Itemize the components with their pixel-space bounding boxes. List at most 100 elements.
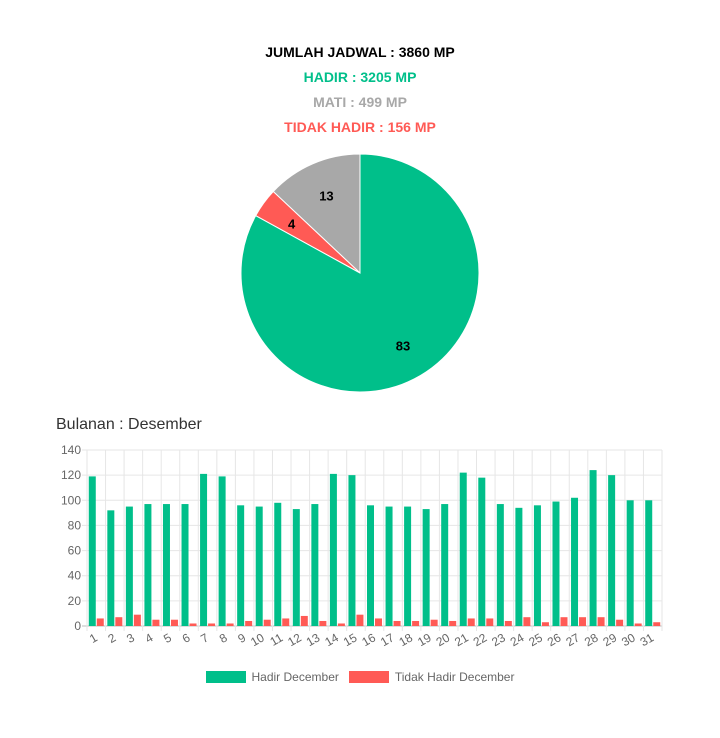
- bar-hadir[interactable]: [311, 504, 319, 626]
- x-tick-label: 3: [124, 630, 137, 646]
- bar-hadir[interactable]: [255, 506, 263, 626]
- bar-hadir[interactable]: [348, 475, 356, 626]
- bar-tidak-hadir[interactable]: [541, 622, 549, 626]
- bar-hadir[interactable]: [552, 501, 560, 626]
- x-tick-label: 30: [619, 630, 638, 649]
- bar-tidak-hadir[interactable]: [393, 620, 401, 626]
- bar-hadir[interactable]: [589, 470, 597, 626]
- y-tick-label: 40: [68, 569, 82, 583]
- bar-hadir[interactable]: [292, 509, 300, 626]
- bar-hadir[interactable]: [181, 504, 189, 626]
- x-tick-label: 4: [143, 630, 156, 646]
- attendance-pie-chart: 13 4 83: [240, 154, 480, 393]
- bar-tidak-hadir[interactable]: [226, 623, 234, 626]
- bar-tidak-hadir[interactable]: [133, 614, 141, 626]
- bar-hadir[interactable]: [626, 500, 634, 626]
- legend-label-tidak-hadir: Tidak Hadir December: [394, 670, 515, 684]
- bar-tidak-hadir[interactable]: [319, 620, 327, 626]
- x-tick-label: 27: [563, 630, 582, 649]
- bar-tidak-hadir[interactable]: [375, 618, 382, 626]
- bar-tidak-hadir[interactable]: [579, 617, 587, 626]
- bar-hadir[interactable]: [571, 497, 579, 626]
- pie-slice-label-0: 13: [319, 188, 333, 203]
- x-tick-label: 8: [217, 630, 230, 646]
- x-tick-label: 24: [508, 630, 527, 649]
- x-tick-label: 18: [397, 630, 416, 649]
- y-tick-label: 60: [68, 544, 82, 558]
- bar-tidak-hadir[interactable]: [467, 618, 475, 626]
- bar-tidak-hadir[interactable]: [504, 620, 512, 626]
- x-tick-label: 6: [180, 630, 193, 646]
- bar-hadir[interactable]: [88, 476, 96, 626]
- absent-label: TIDAK HADIR : 156 MP: [284, 119, 436, 135]
- bar-hadir[interactable]: [496, 504, 504, 626]
- bar-hadir[interactable]: [107, 510, 115, 626]
- bar-tidak-hadir[interactable]: [96, 618, 104, 626]
- bar-hadir[interactable]: [459, 472, 467, 626]
- bar-tidak-hadir[interactable]: [356, 614, 364, 626]
- x-tick-label: 11: [267, 630, 285, 649]
- bar-tidak-hadir[interactable]: [616, 619, 624, 626]
- bar-tidak-hadir[interactable]: [208, 623, 216, 626]
- x-tick-label: 1: [87, 630, 100, 646]
- bar-tidak-hadir[interactable]: [170, 619, 178, 626]
- bar-tidak-hadir[interactable]: [449, 620, 457, 626]
- bar-tidak-hadir[interactable]: [560, 617, 568, 626]
- bar-tidak-hadir[interactable]: [337, 623, 345, 626]
- bar-tidak-hadir[interactable]: [152, 619, 160, 626]
- x-tick-label: 21: [452, 630, 471, 649]
- bar-hadir[interactable]: [441, 504, 449, 626]
- pie-slice-2[interactable]: [240, 154, 480, 393]
- y-tick-label: 80: [68, 518, 82, 532]
- legend-swatch-hadir: [205, 671, 246, 683]
- bar-hadir[interactable]: [608, 475, 616, 626]
- bar-hadir[interactable]: [367, 505, 374, 626]
- bar-tidak-hadir[interactable]: [653, 622, 661, 626]
- bar-hadir[interactable]: [274, 502, 282, 626]
- bar-hadir[interactable]: [515, 507, 523, 626]
- bar-tidak-hadir[interactable]: [597, 617, 605, 626]
- bar-hadir[interactable]: [404, 506, 412, 626]
- bar-tidak-hadir[interactable]: [263, 619, 271, 626]
- bar-hadir[interactable]: [478, 477, 486, 626]
- bar-hadir[interactable]: [385, 506, 393, 626]
- x-tick-label: 25: [526, 630, 545, 649]
- bar-hadir[interactable]: [144, 504, 152, 626]
- bar-hadir[interactable]: [533, 505, 541, 626]
- bar-hadir[interactable]: [329, 473, 337, 626]
- bar-tidak-hadir[interactable]: [282, 618, 290, 626]
- bar-hadir[interactable]: [218, 476, 226, 626]
- x-tick-label: 16: [359, 630, 378, 649]
- x-tick-label: 26: [545, 630, 564, 649]
- bar-hadir[interactable]: [162, 504, 170, 626]
- attendance-summary: JUMLAH JADWAL : 3860 MP HADIR : 3205 MP …: [0, 40, 720, 140]
- bar-tidak-hadir[interactable]: [300, 615, 308, 626]
- bar-tidak-hadir[interactable]: [430, 619, 438, 626]
- off-label: MATI : 499 MP: [313, 94, 407, 110]
- bar-hadir[interactable]: [645, 500, 653, 626]
- legend-item-tidak-hadir[interactable]: Tidak Hadir December: [348, 670, 515, 684]
- x-tick-label: 7: [198, 630, 211, 646]
- bar-hadir[interactable]: [237, 505, 245, 626]
- bar-tidak-hadir[interactable]: [189, 623, 197, 626]
- legend-item-hadir[interactable]: Hadir December: [205, 670, 339, 684]
- bar-tidak-hadir[interactable]: [634, 623, 642, 626]
- bar-tidak-hadir[interactable]: [523, 617, 531, 626]
- y-tick-label: 120: [61, 468, 81, 482]
- x-tick-label: 29: [601, 630, 620, 649]
- bar-tidak-hadir[interactable]: [115, 617, 123, 626]
- bar-chart-legend: Hadir December Tidak Hadir December: [0, 670, 720, 684]
- bar-tidak-hadir[interactable]: [486, 618, 494, 626]
- x-tick-label: 5: [161, 630, 174, 646]
- bar-hadir[interactable]: [125, 506, 133, 626]
- x-tick-label: 15: [341, 630, 360, 649]
- x-tick-label: 19: [415, 630, 434, 649]
- x-tick-label: 20: [434, 630, 453, 649]
- present-label: HADIR : 3205 MP: [303, 69, 417, 85]
- x-tick-label: 22: [471, 630, 490, 649]
- pie-slice-0[interactable]: [272, 154, 361, 275]
- bar-tidak-hadir[interactable]: [245, 620, 253, 626]
- bar-tidak-hadir[interactable]: [412, 620, 420, 626]
- bar-hadir[interactable]: [200, 473, 208, 626]
- bar-hadir[interactable]: [422, 509, 430, 626]
